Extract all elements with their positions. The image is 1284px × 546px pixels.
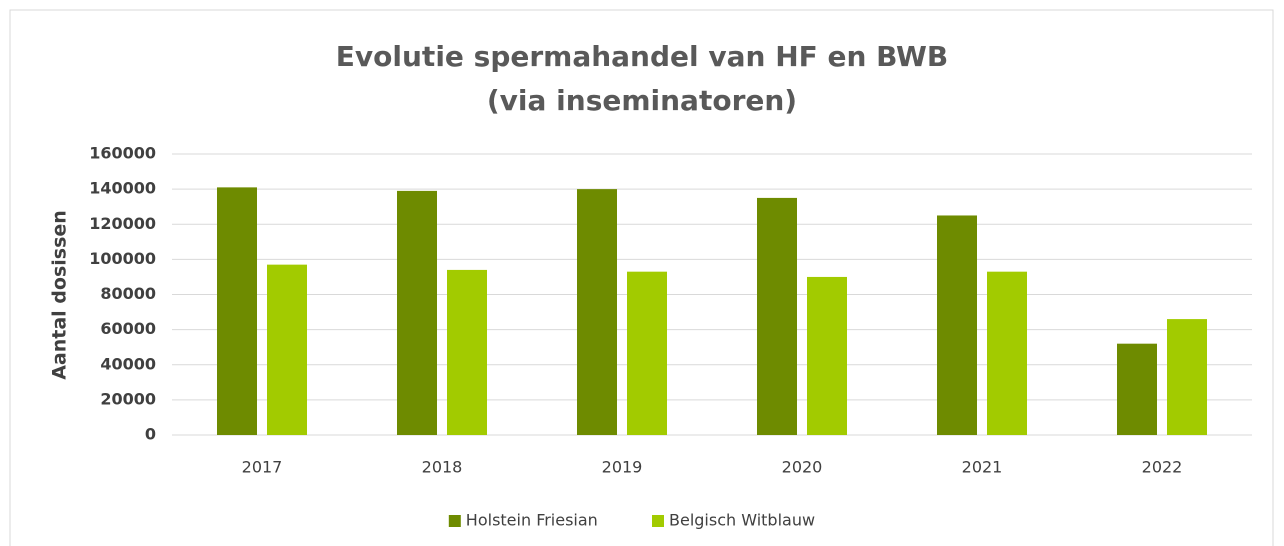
y-tick-label: 40000 — [100, 354, 156, 373]
x-tick-label: 2022 — [1142, 458, 1183, 477]
x-tick-label: 2021 — [962, 458, 1003, 477]
bar — [807, 276, 847, 435]
x-tick-label: 2019 — [602, 458, 643, 477]
bar — [757, 197, 797, 435]
bar — [397, 190, 437, 435]
chart-title: Evolutie spermahandel van HF en BWB — [336, 40, 948, 73]
chart-title: (via inseminatoren) — [487, 84, 797, 117]
y-tick-label: 160000 — [89, 144, 156, 163]
y-tick-label: 20000 — [100, 389, 156, 408]
bar — [577, 189, 617, 435]
bar — [1117, 343, 1157, 435]
bar — [937, 215, 977, 435]
legend-swatch — [652, 515, 664, 527]
y-tick-label: 120000 — [89, 214, 156, 233]
y-tick-label: 140000 — [89, 179, 156, 198]
y-axis-label: Aantal dosissen — [49, 210, 71, 380]
bar — [217, 187, 257, 435]
y-tick-label: 80000 — [100, 284, 156, 303]
legend-label: Holstein Friesian — [466, 511, 598, 530]
y-tick-label: 0 — [145, 425, 156, 444]
bar — [987, 271, 1027, 435]
bar — [267, 264, 307, 435]
legend-swatch — [448, 515, 461, 527]
bar — [1167, 319, 1207, 435]
x-tick-label: 2020 — [782, 458, 823, 477]
y-tick-label: 100000 — [89, 249, 156, 268]
legend-label: Belgisch Witblauw — [669, 511, 815, 530]
y-tick-label: 60000 — [100, 319, 156, 338]
x-tick-label: 2018 — [422, 458, 463, 477]
x-tick-label: 2017 — [242, 458, 283, 477]
bar — [627, 271, 667, 435]
bar — [447, 269, 487, 435]
